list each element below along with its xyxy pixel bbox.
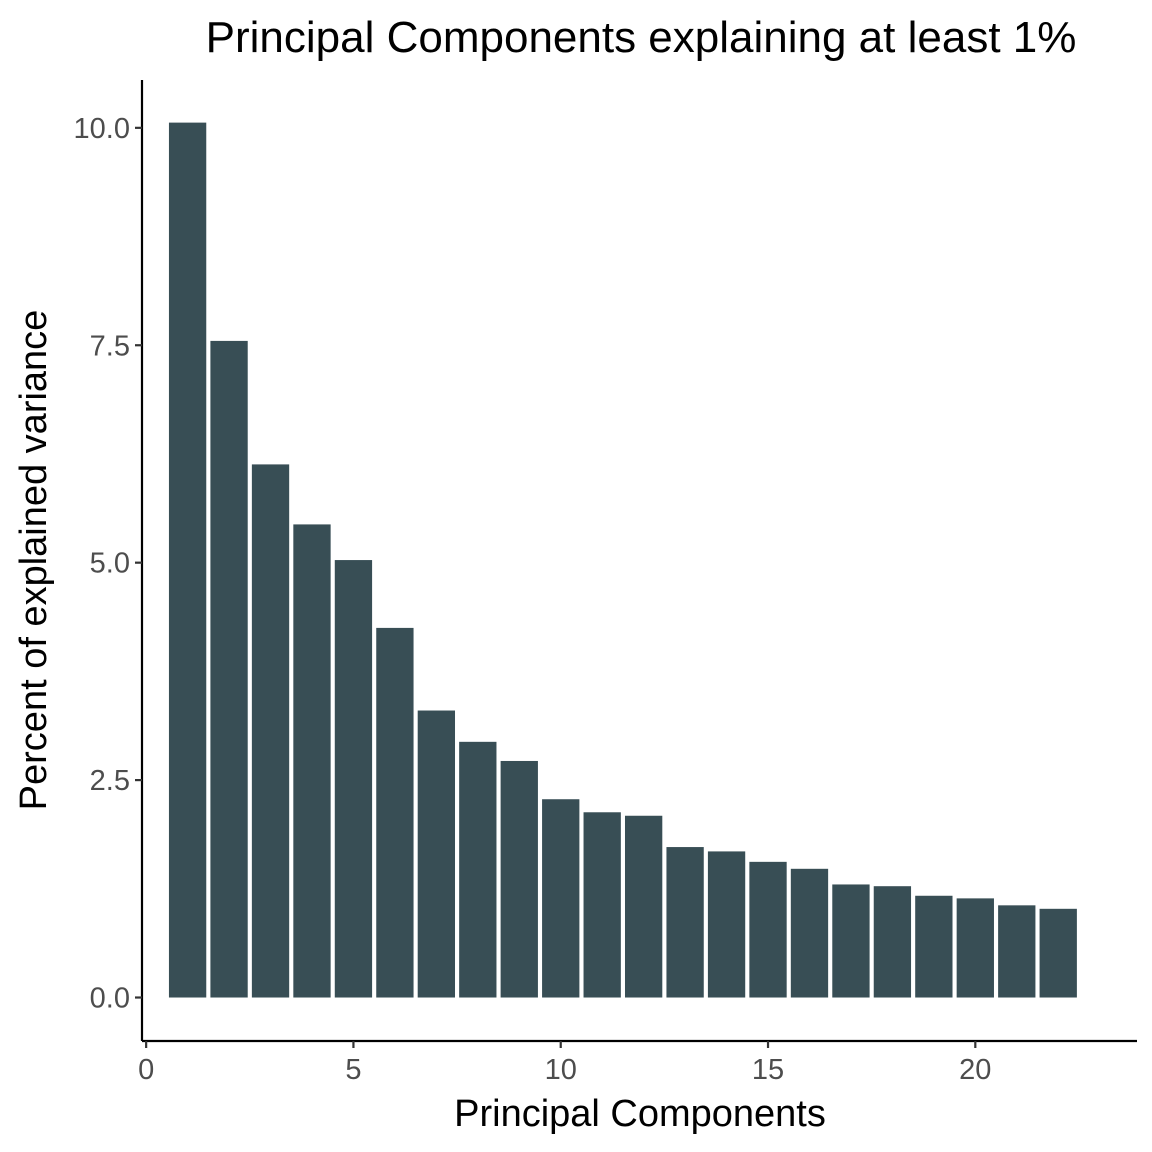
- chart-title: Principal Components explaining at least…: [206, 13, 1077, 62]
- bars-group: [168, 122, 1077, 998]
- bar-pc-4: [293, 524, 331, 998]
- bar-pc-9: [500, 760, 538, 998]
- bar-pc-20: [956, 898, 994, 998]
- bar-pc-13: [666, 847, 704, 998]
- bar-pc-22: [1039, 908, 1077, 998]
- bar-pc-17: [832, 884, 870, 998]
- y-tick-label: 5.0: [90, 548, 130, 580]
- bar-pc-21: [998, 905, 1036, 998]
- bar-pc-6: [376, 627, 414, 998]
- x-axis-title: Principal Components: [454, 1093, 826, 1135]
- bar-pc-1: [168, 122, 207, 998]
- bar-pc-18: [873, 886, 912, 998]
- y-tick-label: 7.5: [90, 330, 130, 362]
- bar-pc-15: [749, 861, 787, 998]
- bar-pc-16: [790, 868, 829, 998]
- bar-pc-19: [915, 895, 953, 998]
- bar-pc-3: [251, 464, 290, 998]
- y-axis-title: Percent of explained variance: [13, 310, 55, 811]
- x-tick-label: 15: [752, 1054, 784, 1086]
- bar-pc-7: [417, 710, 456, 998]
- y-tick-label: 2.5: [90, 765, 130, 797]
- bar-pc-5: [334, 560, 373, 998]
- bar-pc-10: [542, 799, 580, 998]
- x-tick-label: 20: [959, 1054, 991, 1086]
- y-tick-label: 0.0: [90, 983, 130, 1015]
- y-tick-label: 10.0: [74, 113, 130, 145]
- x-tick-label: 5: [345, 1054, 361, 1086]
- bar-pc-11: [583, 812, 621, 998]
- y-axis: 0.0 2.5 5.0 7.5 10.0: [74, 80, 144, 1041]
- bar-pc-14: [707, 851, 746, 998]
- bar-pc-8: [459, 741, 497, 998]
- bar-pc-2: [210, 340, 248, 998]
- x-tick-label: 0: [138, 1054, 154, 1086]
- x-tick-label: 10: [545, 1054, 577, 1086]
- x-axis: 0 5 10 15 20: [138, 1039, 1137, 1086]
- bar-pc-12: [624, 815, 663, 998]
